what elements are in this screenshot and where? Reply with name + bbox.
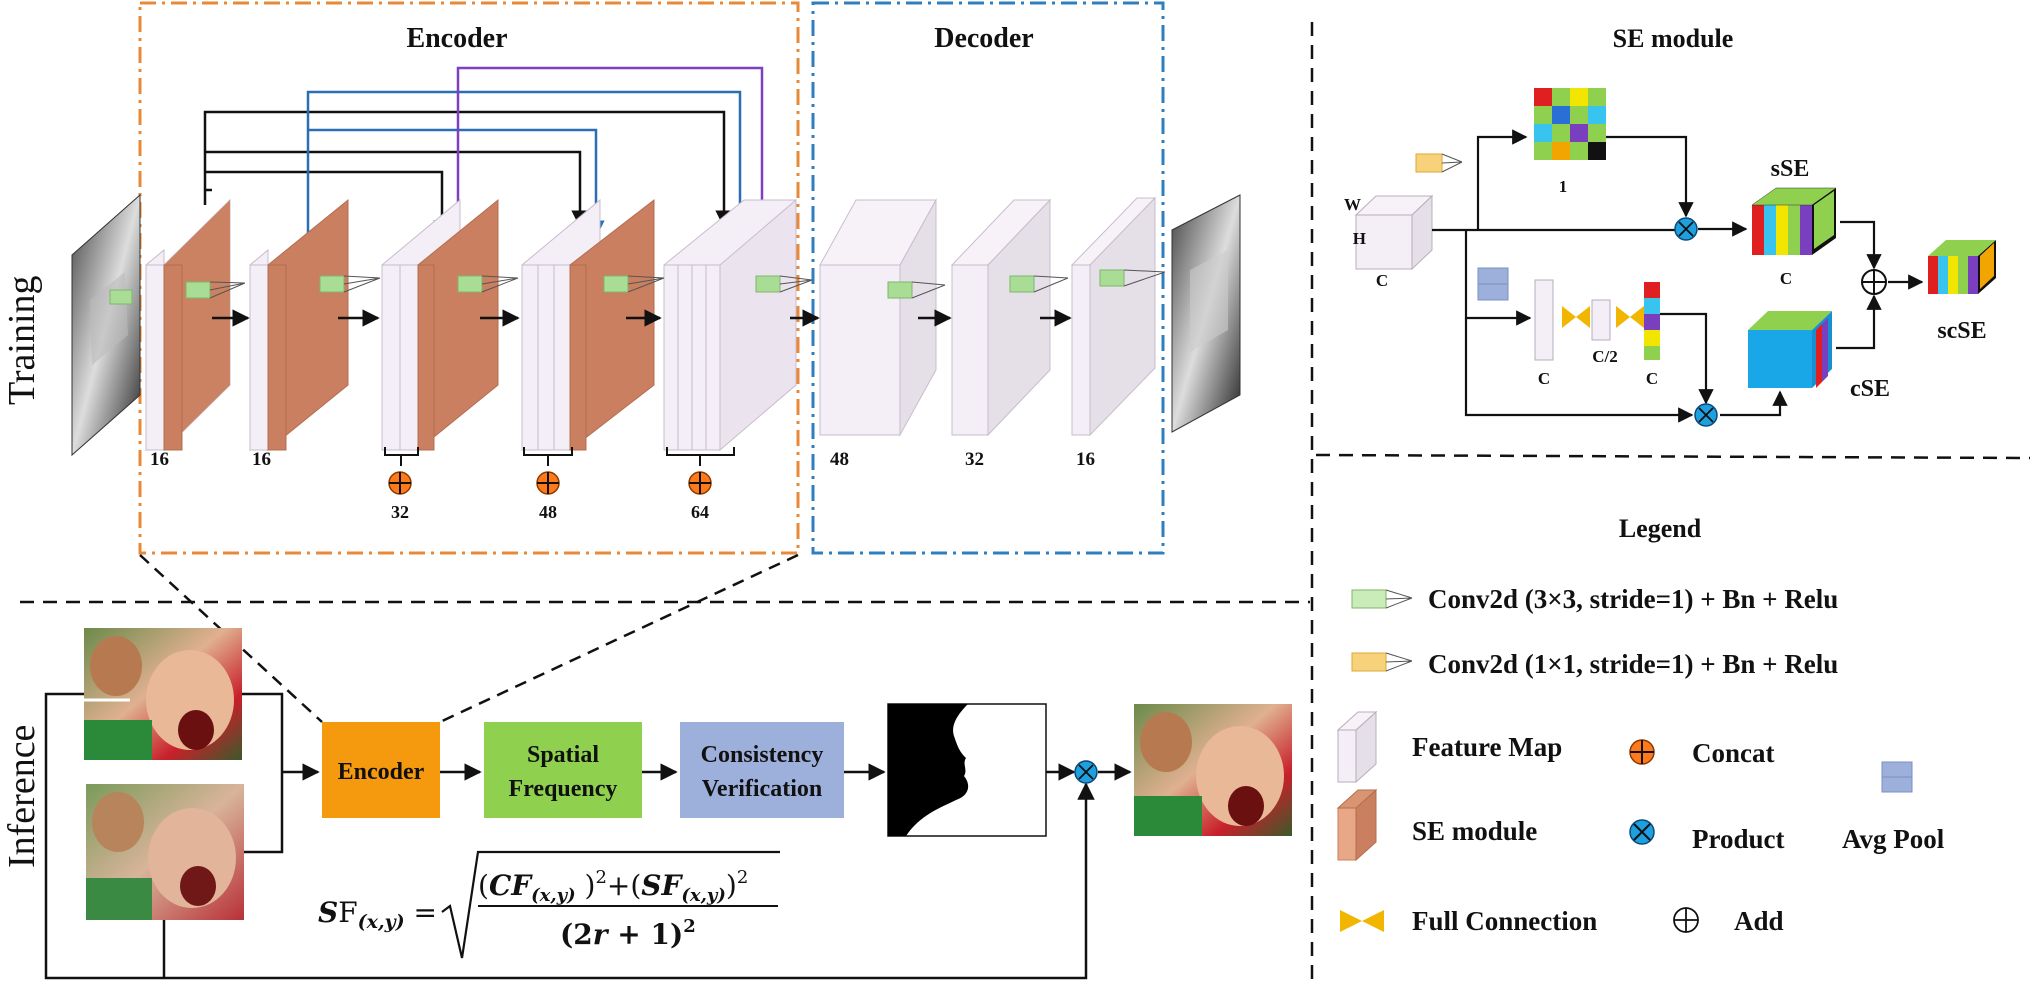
- encoder-box: [322, 722, 440, 818]
- legend-product: Product: [1692, 824, 1785, 854]
- fc-c3-label: C: [1646, 369, 1658, 388]
- conv1x1-icon: [1351, 652, 1413, 672]
- legend-avg-pool: Avg Pool: [1842, 824, 1945, 854]
- svg-text:(CF(x,y) )2+(SF(x,y))2: (CF(x,y) )2+(SF(x,y))2: [478, 867, 748, 906]
- consistency-box-line2: Verification: [702, 776, 822, 802]
- avg-pool-icon: [1477, 267, 1509, 301]
- decision-map: [887, 703, 1047, 837]
- fc-c2-label: C/2: [1592, 347, 1618, 366]
- product-icon: [1629, 819, 1655, 845]
- concat-icon: [1629, 739, 1655, 765]
- channel-label-concat3: 64: [691, 502, 709, 522]
- concat-group-64: 64: [666, 447, 735, 522]
- channel-label-dec3: 16: [1076, 449, 1095, 470]
- spatial-channel-label: 1: [1559, 177, 1568, 196]
- legend-conv3: Conv2d (3×3, stride=1) + Bn + Relu: [1428, 584, 1838, 614]
- legend-add: Add: [1734, 906, 1784, 936]
- inference-label: Inference: [1, 725, 43, 868]
- sse-label: sSE: [1771, 156, 1810, 182]
- channel-label-enc1: 16: [150, 449, 169, 470]
- encoder-stage-4: [521, 198, 655, 452]
- encoder-box-label: Encoder: [338, 759, 425, 785]
- training-output-image: [1171, 194, 1241, 433]
- se-dim-h: H: [1353, 229, 1366, 248]
- feature-map-icon: [1336, 710, 1378, 784]
- inference-source-image-1: [84, 628, 242, 760]
- sse-cube: [1751, 187, 1837, 255]
- full-connection-icon: [1340, 910, 1384, 932]
- se-module-icon: [1336, 788, 1378, 862]
- conv3x3-kernels: [109, 269, 1166, 305]
- se-operators: [1674, 217, 1887, 427]
- legend-concat: Concat: [1692, 738, 1775, 768]
- encoder-stage-1: [145, 198, 231, 452]
- channel-label-concat1: 32: [391, 502, 409, 522]
- add-icon: [1673, 907, 1699, 933]
- avg-pool-icon: [1881, 761, 1913, 793]
- channel-label-dec1: 48: [830, 449, 849, 470]
- inference-flow-lines: [44, 692, 1132, 980]
- legend-se-module: SE module: [1412, 816, 1537, 846]
- conv3x3-icon: [1351, 589, 1413, 609]
- legend-full-connection: Full Connection: [1412, 906, 1597, 936]
- spatial-frequency-formula: SF(x,y) = (CF(x,y) )2+(SF(x,y))2 (2r + 1…: [318, 850, 780, 959]
- inference-result-image: [1134, 704, 1292, 836]
- spatial-box-line1: Spatial: [527, 742, 599, 768]
- separators: [20, 22, 2031, 986]
- se-conv1x1-icon: [1415, 153, 1463, 173]
- encoder-stage-3: [381, 198, 499, 452]
- se-dim-c: C: [1376, 271, 1388, 290]
- channel-label-enc2: 16: [252, 449, 271, 470]
- scse-label: scSE: [1937, 318, 1986, 344]
- concat-group-32: 32: [384, 447, 419, 522]
- spatial-frequency-box: [484, 722, 642, 818]
- fc-c1-label: C: [1538, 369, 1550, 388]
- fc-blocks: [1534, 279, 1660, 361]
- spatial-attention-map: [1534, 88, 1606, 160]
- encoder-stage-5: [663, 198, 797, 452]
- inference-source-image-2: [86, 784, 244, 920]
- encoder-stage-2: [249, 198, 349, 452]
- consistency-verification-box: [680, 722, 844, 818]
- se-flow-lines: [1432, 129, 1924, 423]
- training-label: Training: [1, 275, 43, 405]
- cse-label: cSE: [1850, 376, 1890, 402]
- channel-label-concat2: 48: [539, 502, 557, 522]
- spatial-box-line2: Frequency: [509, 776, 618, 802]
- concat-group-48: 48: [523, 447, 573, 522]
- sse-c-label: C: [1780, 269, 1792, 288]
- encoder-title: Encoder: [406, 23, 507, 54]
- training-input-image: [71, 193, 141, 457]
- channel-label-dec2: 32: [965, 449, 984, 470]
- decoder-stage-3: [1070, 196, 1157, 437]
- decoder-title: Decoder: [934, 23, 1034, 54]
- svg-text:SF(x,y) =: SF(x,y) =: [318, 896, 437, 933]
- se-input-cube: [1354, 194, 1434, 271]
- legend-feature-map: Feature Map: [1412, 732, 1562, 762]
- legend-title: Legend: [1619, 514, 1702, 543]
- scse-cube: [1928, 240, 1996, 294]
- decoder-stage-2: [950, 198, 1052, 437]
- decoder-region: [811, 1, 1165, 555]
- se-dim-w: W: [1344, 195, 1361, 214]
- svg-text:(2r + 1)2: (2r + 1)2: [560, 916, 696, 951]
- consistency-box-line1: Consistency: [701, 742, 824, 768]
- cse-cube: [1748, 311, 1832, 388]
- skip-connections: [203, 66, 771, 238]
- legend-conv1: Conv2d (1×1, stride=1) + Bn + Relu: [1428, 649, 1838, 679]
- se-module-title: SE module: [1613, 24, 1734, 53]
